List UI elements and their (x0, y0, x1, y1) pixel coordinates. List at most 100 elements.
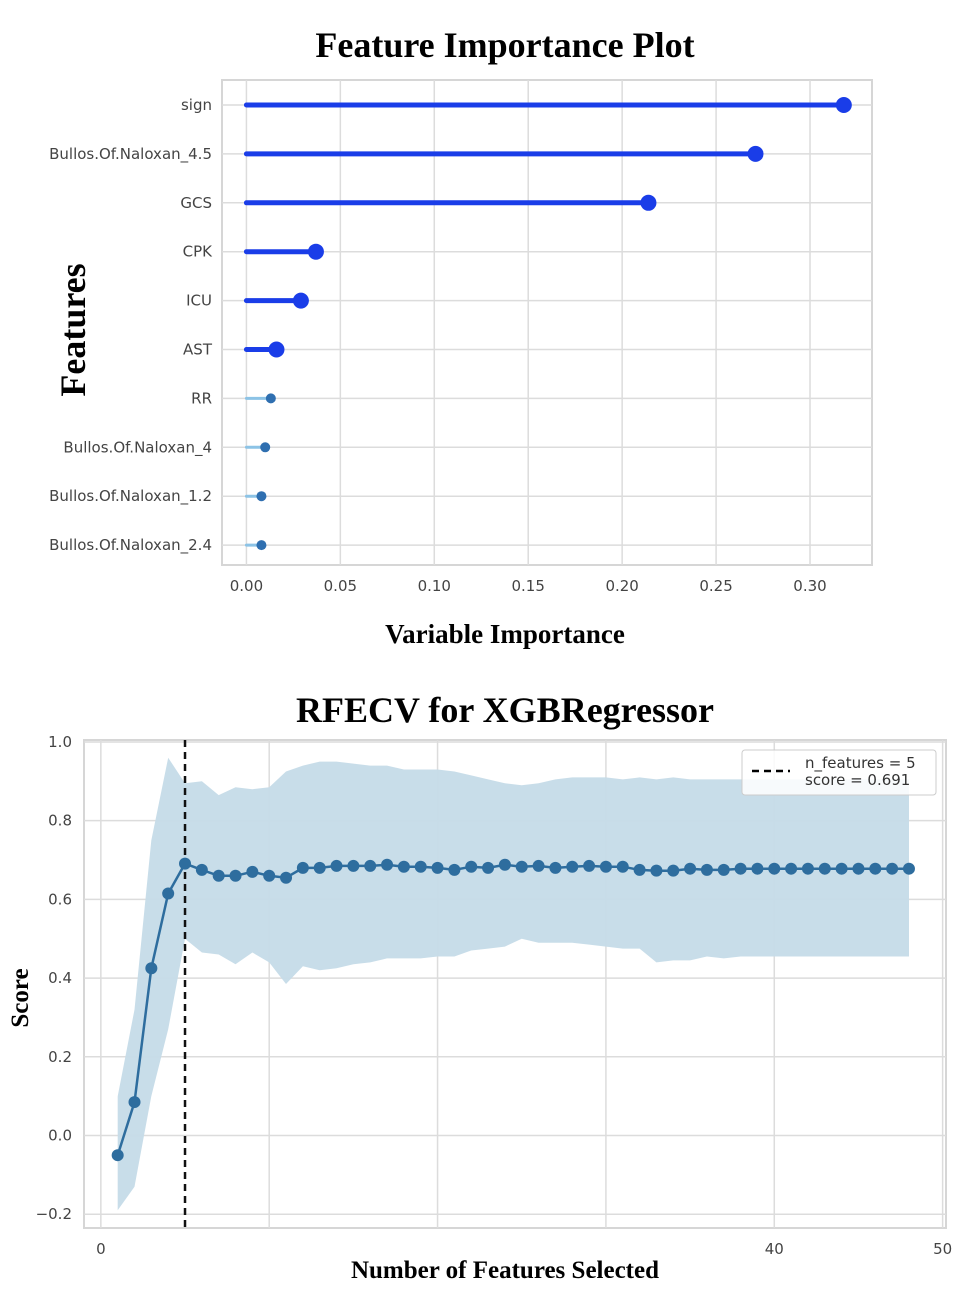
score-point (515, 860, 528, 873)
feature-label: ICU (186, 292, 212, 310)
feature-label: Bullos.Of.Naloxan_4.5 (49, 145, 212, 164)
score-point (431, 861, 444, 874)
feature-label: Bullos.Of.Naloxan_4 (63, 438, 212, 457)
feature-label: GCS (180, 194, 212, 212)
x-tick-label: 0.20 (605, 577, 638, 595)
y-axis-label: Features (53, 263, 93, 396)
x-axis-label: Number of Features Selected (351, 1257, 659, 1284)
dot-AST (268, 341, 285, 358)
score-point (296, 861, 309, 874)
y-axis-ticks: −0.2 0.0 0.2 0.4 0.6 0.8 1.0 (36, 733, 72, 1223)
score-point (498, 858, 511, 871)
score-point (633, 863, 646, 876)
score-point (599, 860, 612, 873)
score-point (381, 858, 394, 871)
score-point (886, 862, 899, 875)
feature-label: Bullos.Of.Naloxan_2.4 (49, 536, 212, 555)
score-point (111, 1149, 124, 1162)
plot-area (221, 79, 873, 566)
y-tick-label: 0.4 (48, 969, 72, 987)
score-point (532, 859, 545, 872)
y-tick-label: 0.6 (48, 890, 72, 908)
score-point (835, 862, 848, 875)
y-axis-ticks: sign Bullos.Of.Naloxan_4.5 GCS CPK ICU AST RR B… (49, 96, 213, 555)
score-point (364, 859, 377, 872)
score-point (347, 859, 360, 872)
score-point (616, 860, 629, 873)
feature-label: AST (183, 341, 213, 359)
x-tick-label: 0.30 (793, 577, 826, 595)
score-point (852, 862, 865, 875)
score-point (313, 861, 326, 874)
x-tick-label: 0.00 (230, 577, 263, 595)
dot-Bullos.Of.Naloxan_4.5 (747, 145, 764, 162)
dot-CPK (307, 243, 324, 260)
dot-RR (265, 393, 276, 404)
score-point (229, 869, 242, 882)
dot-Bullos.Of.Naloxan_4 (260, 442, 271, 453)
chart-title: RFECV for XGBRegressor (296, 690, 714, 730)
y-tick-label: 1.0 (48, 733, 72, 751)
score-point (448, 863, 461, 876)
x-tick-label: 0.10 (418, 577, 451, 595)
legend-box (741, 749, 937, 796)
score-point (397, 860, 410, 873)
x-tick-label: 50 (933, 1240, 952, 1258)
dot-GCS (640, 194, 657, 211)
y-tick-label: 0.0 (48, 1127, 72, 1145)
legend: n_features = 5 score = 0.691 (741, 749, 937, 796)
score-point (212, 869, 225, 882)
score-point (145, 962, 158, 975)
dot-Bullos.Of.Naloxan_2.4 (256, 540, 267, 551)
score-point (414, 860, 427, 873)
score-point (717, 863, 730, 876)
score-point (768, 862, 781, 875)
score-point (650, 864, 663, 877)
x-axis-label: Variable Importance (385, 619, 625, 649)
score-point (465, 860, 478, 873)
x-tick-label: 0.15 (512, 577, 545, 595)
feature-importance-chart: Feature Importance Plot 0.00 0.05 0.10 0.15… (49, 25, 873, 649)
score-point (667, 864, 680, 877)
dot-ICU (292, 292, 309, 309)
dot-sign (835, 97, 852, 113)
score-point (751, 862, 764, 875)
y-tick-label: 0.8 (48, 812, 72, 830)
x-axis-ticks: 0.00 0.05 0.10 0.15 0.20 0.25 0.30 (230, 577, 827, 595)
score-point (869, 862, 882, 875)
feature-label: CPK (183, 243, 214, 261)
lollipop-marks (243, 97, 852, 551)
rfecv-chart: RFECV for XGBRegressor 0 40 50 −0.2 0.0 0.2 0… (7, 690, 952, 1284)
score-point (179, 857, 192, 870)
feature-label: sign (181, 96, 212, 114)
score-point (263, 869, 276, 882)
x-tick-label: 0 (96, 1240, 106, 1258)
feature-label: RR (191, 389, 212, 407)
score-point (246, 865, 259, 878)
legend-label-score: score = 0.691 (805, 771, 910, 789)
score-point (734, 862, 747, 875)
score-point (785, 862, 798, 875)
score-point (818, 862, 831, 875)
score-point (162, 887, 175, 900)
score-point (195, 863, 208, 876)
score-point (128, 1096, 141, 1109)
dot-Bullos.Of.Naloxan_1.2 (256, 491, 267, 502)
score-point (330, 859, 343, 872)
score-point (801, 862, 814, 875)
score-point (549, 861, 562, 874)
y-axis-label: Score (7, 968, 34, 1027)
chart-title: Feature Importance Plot (315, 25, 694, 65)
score-point (583, 859, 596, 872)
score-point (902, 862, 915, 875)
score-point (280, 871, 293, 884)
score-point (684, 862, 697, 875)
x-axis-ticks: 0 40 50 (96, 1240, 952, 1258)
x-tick-label: 0.25 (699, 577, 732, 595)
score-point (482, 861, 495, 874)
score-point (700, 863, 713, 876)
y-tick-label: 0.2 (48, 1048, 72, 1066)
feature-label: Bullos.Of.Naloxan_1.2 (49, 487, 212, 506)
score-points (111, 857, 915, 1162)
